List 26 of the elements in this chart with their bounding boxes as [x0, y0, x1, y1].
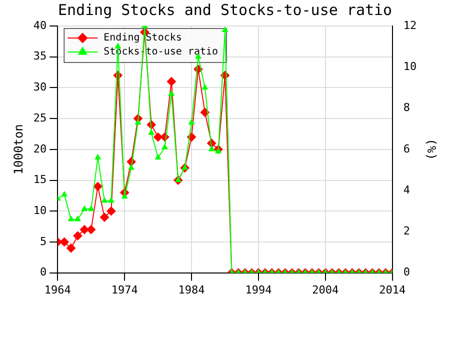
y2-tick-label: 6	[403, 142, 410, 156]
y2-tick-label: 10	[403, 60, 417, 73]
y-axis-title: 1000ton	[11, 124, 26, 175]
y-tick-label: 20	[33, 142, 47, 156]
x-tick-label: 2014	[379, 283, 406, 296]
y2-tick-label: 0	[403, 266, 410, 279]
y-tick-label: 10	[33, 204, 47, 217]
y-tick-label: 15	[33, 173, 47, 186]
y2-tick-label: 12	[403, 18, 417, 32]
x-tick-label: 1964	[44, 283, 72, 296]
chart-title: Ending Stocks and Stocks-to-use ratio	[58, 0, 392, 19]
legend-label: Ending Stocks	[104, 32, 182, 44]
y-tick-label: 0	[40, 266, 47, 279]
y-tick-label: 25	[33, 111, 47, 124]
x-tick-label: 1974	[111, 283, 138, 296]
y2-tick-label: 2	[403, 224, 410, 238]
y-tick-label: 40	[33, 18, 47, 32]
y2-axis-title: (%)	[424, 138, 439, 160]
x-tick-label: 1994	[245, 283, 272, 296]
y2-tick-label: 4	[403, 183, 410, 196]
y-tick-label: 35	[33, 50, 47, 63]
y-tick-label: 5	[40, 234, 47, 248]
y-tick-label: 30	[33, 80, 47, 94]
x-tick-label: 1984	[178, 283, 206, 296]
y2-tick-label: 8	[403, 101, 410, 114]
x-tick-label: 2004	[312, 283, 340, 296]
